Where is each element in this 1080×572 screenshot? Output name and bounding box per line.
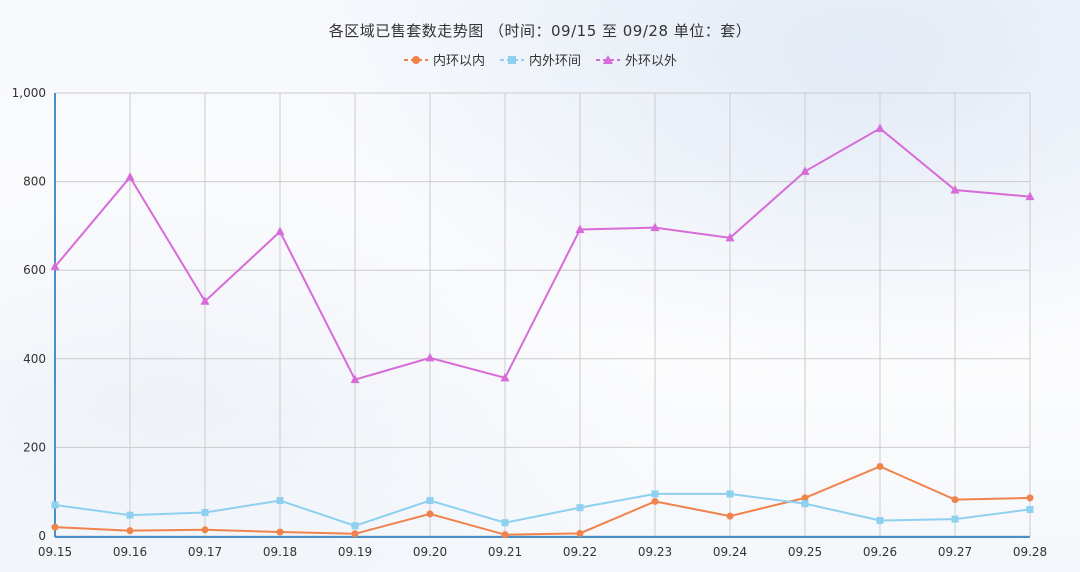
legend-marker-square-icon — [499, 55, 524, 64]
data-point-middle[interactable] — [276, 497, 284, 505]
x-tick-labels: 09.15 09.16 09.17 09.18 09.19 09.20 09.21 09.22… — [38, 545, 1047, 559]
data-point-inner[interactable] — [576, 529, 584, 537]
data-point-middle[interactable] — [426, 497, 434, 505]
x-tick-label: 09.28 — [1013, 545, 1047, 559]
data-point-outer[interactable] — [875, 123, 885, 132]
data-point-inner[interactable] — [876, 462, 884, 470]
data-point-inner[interactable] — [801, 494, 809, 502]
y-tick-label: 1,000 — [12, 86, 46, 100]
x-tick-label: 09.22 — [563, 545, 597, 559]
data-point-outer[interactable] — [350, 374, 360, 384]
data-point-inner[interactable] — [726, 512, 734, 520]
x-tick-label: 09.27 — [938, 545, 972, 559]
data-point-middle[interactable] — [951, 515, 959, 523]
series-line-outer — [54, 127, 1031, 381]
axes — [54, 93, 1030, 538]
legend-item-middle[interactable]: 内外环间 — [499, 50, 581, 69]
data-point-middle[interactable] — [576, 504, 584, 512]
data-point-outer[interactable] — [200, 296, 210, 305]
data-point-outer[interactable] — [425, 352, 435, 362]
x-tick-label: 09.21 — [488, 545, 522, 559]
data-point-outer[interactable] — [650, 222, 660, 232]
data-point-middle[interactable] — [801, 500, 809, 508]
y-tick-label: 600 — [23, 263, 46, 277]
data-point-middle[interactable] — [51, 501, 59, 509]
x-tick-label: 09.17 — [188, 545, 222, 559]
data-point-middle[interactable] — [501, 519, 509, 527]
x-tick-label: 09.16 — [113, 545, 147, 559]
legend-item-inner[interactable]: 内环以内 — [403, 50, 485, 69]
data-point-middle[interactable] — [126, 511, 134, 519]
data-point-outer[interactable] — [1025, 191, 1035, 201]
data-point-inner[interactable] — [1026, 494, 1034, 502]
data-point-middle[interactable] — [876, 516, 884, 524]
x-tick-label: 09.25 — [788, 545, 822, 559]
data-point-middle[interactable] — [201, 509, 209, 517]
data-point-inner[interactable] — [276, 528, 284, 536]
data-point-outer[interactable] — [275, 226, 285, 236]
y-tick-label: 0 — [38, 529, 46, 543]
data-point-inner[interactable] — [651, 497, 659, 505]
legend-label-outer: 外环以外 — [625, 54, 678, 69]
data-point-middle[interactable] — [726, 490, 734, 498]
x-tick-label: 09.20 — [413, 545, 447, 559]
data-point-outer[interactable] — [125, 172, 135, 181]
data-point-middle[interactable] — [651, 490, 659, 498]
y-tick-labels: 0 200 400 600 800 1,000 — [12, 86, 46, 543]
series-line-middle — [54, 492, 1031, 527]
x-tick-label: 09.15 — [38, 545, 72, 559]
data-point-outer[interactable] — [725, 232, 735, 242]
legend-item-outer[interactable]: 外环以外 — [595, 50, 677, 69]
data-point-middle[interactable] — [351, 522, 359, 530]
data-point-outer[interactable] — [50, 261, 60, 271]
legend-label-inner: 内环以内 — [432, 54, 485, 69]
data-point-outer[interactable] — [950, 185, 960, 194]
data-point-inner[interactable] — [426, 510, 434, 518]
x-tick-label: 09.24 — [713, 545, 747, 559]
data-point-inner[interactable] — [201, 526, 209, 534]
data-point-inner[interactable] — [501, 531, 509, 539]
legend-label-middle: 内外环间 — [528, 54, 581, 69]
y-tick-label: 800 — [23, 175, 46, 189]
data-point-inner[interactable] — [951, 496, 959, 504]
chart-title: 各区域已售套数走势图 （时间：09/15 至 09/28 单位：套） — [328, 22, 752, 40]
data-point-middle[interactable] — [1026, 505, 1034, 513]
series-line-inner — [54, 465, 1031, 536]
data-point-outer[interactable] — [500, 372, 510, 382]
data-point-outer[interactable] — [575, 224, 585, 233]
data-point-inner[interactable] — [51, 523, 59, 531]
y-tick-label: 400 — [23, 352, 46, 366]
series-layer — [50, 123, 1035, 539]
legend-marker-circle-icon — [403, 55, 428, 64]
x-tick-label: 09.23 — [638, 545, 672, 559]
y-tick-label: 200 — [23, 440, 46, 454]
legend: 内环以内 内外环间 外环以外 — [0, 50, 1080, 69]
data-point-inner[interactable] — [351, 530, 359, 538]
x-tick-label: 09.18 — [263, 545, 297, 559]
x-tick-label: 09.19 — [338, 545, 372, 559]
grid-lines — [54, 92, 1031, 537]
data-point-inner[interactable] — [126, 527, 134, 535]
x-tick-label: 09.26 — [863, 545, 897, 559]
legend-marker-triangle-icon — [596, 54, 620, 64]
data-point-outer[interactable] — [800, 166, 810, 175]
